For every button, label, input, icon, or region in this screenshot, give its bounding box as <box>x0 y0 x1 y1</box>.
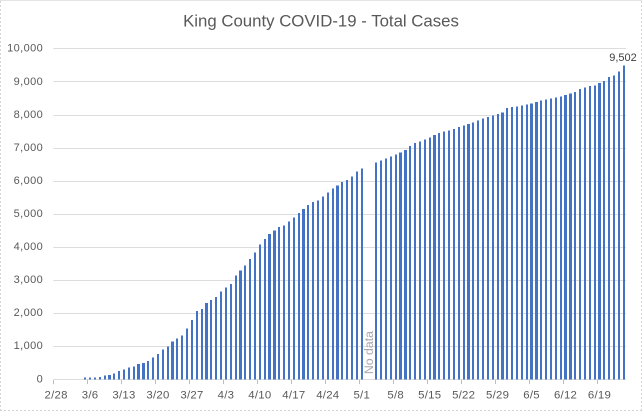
svg-text:6/12: 6/12 <box>554 389 577 401</box>
svg-text:5/8: 5/8 <box>387 389 404 401</box>
svg-text:4/17: 4/17 <box>282 389 305 401</box>
svg-text:3,000: 3,000 <box>14 274 44 286</box>
svg-text:5,000: 5,000 <box>14 208 44 220</box>
svg-text:10,000: 10,000 <box>7 43 43 55</box>
svg-text:0: 0 <box>37 373 44 385</box>
svg-text:3/13: 3/13 <box>112 389 135 401</box>
svg-text:4/24: 4/24 <box>316 389 339 401</box>
svg-text:1,000: 1,000 <box>14 340 44 352</box>
svg-text:3/27: 3/27 <box>180 389 203 401</box>
svg-text:6/19: 6/19 <box>588 389 611 401</box>
svg-text:5/29: 5/29 <box>486 389 509 401</box>
svg-text:No data: No data <box>362 331 376 374</box>
svg-text:5/1: 5/1 <box>353 389 370 401</box>
svg-text:5/22: 5/22 <box>452 389 475 401</box>
svg-text:2,000: 2,000 <box>14 307 44 319</box>
svg-text:6,000: 6,000 <box>14 175 44 187</box>
svg-text:5/15: 5/15 <box>418 389 441 401</box>
svg-text:3/20: 3/20 <box>146 389 169 401</box>
svg-text:3/6: 3/6 <box>82 389 99 401</box>
svg-text:8,000: 8,000 <box>14 109 44 121</box>
svg-text:4/3: 4/3 <box>218 389 235 401</box>
svg-text:King County COVID-19 - Total C: King County COVID-19 - Total Cases <box>183 12 459 31</box>
svg-text:4/10: 4/10 <box>248 389 271 401</box>
svg-text:4,000: 4,000 <box>14 241 44 253</box>
svg-text:7,000: 7,000 <box>14 142 44 154</box>
svg-text:6/5: 6/5 <box>523 389 540 401</box>
svg-text:9,000: 9,000 <box>14 76 44 88</box>
svg-text:9,502: 9,502 <box>609 52 637 64</box>
svg-text:2/28: 2/28 <box>45 389 68 401</box>
